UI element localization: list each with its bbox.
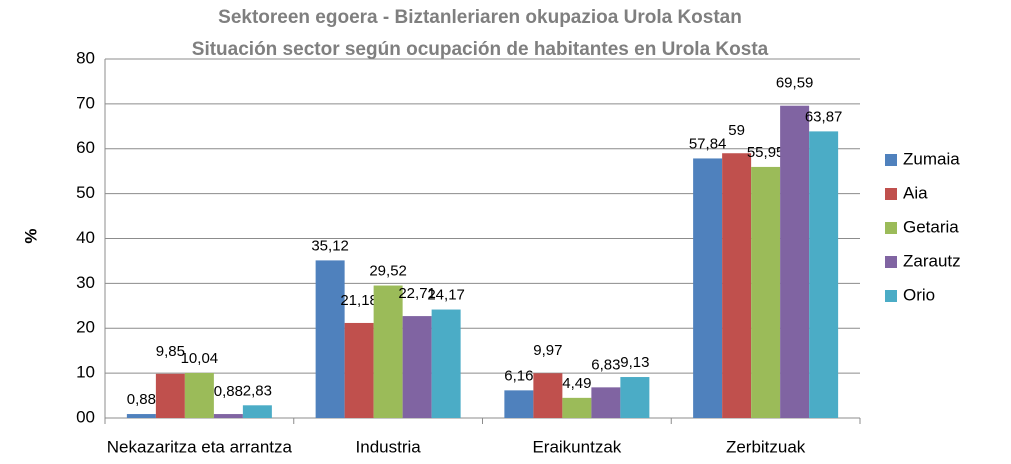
legend-swatch: [885, 290, 897, 302]
value-label: 69,59: [776, 75, 814, 92]
y-tick-label: 80: [76, 48, 95, 67]
bar: [373, 285, 403, 418]
y-tick-label: 10: [76, 363, 95, 382]
bar: [780, 105, 810, 418]
bar: [533, 373, 563, 418]
value-label: 6,16: [504, 367, 533, 384]
bar: [620, 377, 650, 418]
value-label: 59: [728, 122, 745, 139]
y-tick-label: 00: [76, 407, 95, 426]
legend-swatch: [885, 256, 897, 268]
y-tick-label: 40: [76, 228, 95, 247]
y-tick-label: 50: [76, 183, 95, 202]
legend-label: Aia: [903, 183, 928, 202]
x-tick-label: Eraikuntzak: [532, 437, 621, 456]
value-label: 22,71: [398, 285, 436, 302]
value-label: 55,95: [747, 144, 785, 161]
x-tick-label: Zerbitzuak: [726, 437, 806, 456]
legend-swatch: [885, 222, 897, 234]
x-tick-label: Industria: [356, 437, 422, 456]
chart-title: Sektoreen egoera - Biztanleriaren okupaz…: [218, 7, 742, 28]
value-label: 0,88: [214, 383, 243, 400]
bar: [184, 372, 214, 418]
y-tick-label: 70: [76, 93, 95, 112]
bar: [591, 387, 621, 418]
y-axis-label: %: [21, 228, 40, 243]
bar: [126, 414, 156, 418]
value-label: 29,52: [369, 262, 407, 279]
value-label: 6,83: [591, 356, 620, 373]
bar: [213, 414, 243, 418]
value-label: 10,04: [181, 350, 219, 367]
value-label: 57,84: [689, 135, 727, 152]
value-label: 2,83: [243, 382, 272, 399]
bar: [722, 153, 752, 419]
x-tick-label: Nekazaritza eta arrantza: [107, 437, 293, 456]
y-tick-label: 30: [76, 273, 95, 292]
bar: [809, 131, 839, 419]
bar: [504, 390, 534, 418]
value-label: 0,88: [127, 391, 156, 408]
bar: [562, 397, 592, 418]
y-tick-label: 60: [76, 138, 95, 157]
bar: [751, 166, 781, 418]
legend-swatch: [885, 154, 897, 166]
y-tick-label: 20: [76, 318, 95, 337]
bar: [242, 405, 272, 418]
value-label: 9,13: [620, 354, 649, 371]
bar: [693, 158, 723, 418]
bar: [431, 309, 461, 418]
value-label: 63,87: [805, 108, 843, 125]
legend-label: Zumaia: [903, 149, 960, 168]
bar: [315, 260, 345, 418]
value-label: 9,97: [533, 342, 562, 359]
legend-swatch: [885, 188, 897, 200]
value-label: 21,18: [340, 292, 378, 309]
legend-label: Orio: [903, 285, 935, 304]
value-label: 24,17: [427, 287, 465, 304]
value-label: 4,49: [562, 375, 591, 392]
bar: [402, 316, 432, 418]
bar: [344, 322, 374, 418]
value-label: 9,85: [156, 343, 185, 360]
legend-label: Getaria: [903, 217, 959, 236]
chart-subtitle: Situación sector según ocupación de habi…: [192, 39, 769, 60]
legend-label: Zarautz: [903, 251, 961, 270]
bar: [155, 373, 185, 418]
value-label: 35,12: [311, 237, 349, 254]
